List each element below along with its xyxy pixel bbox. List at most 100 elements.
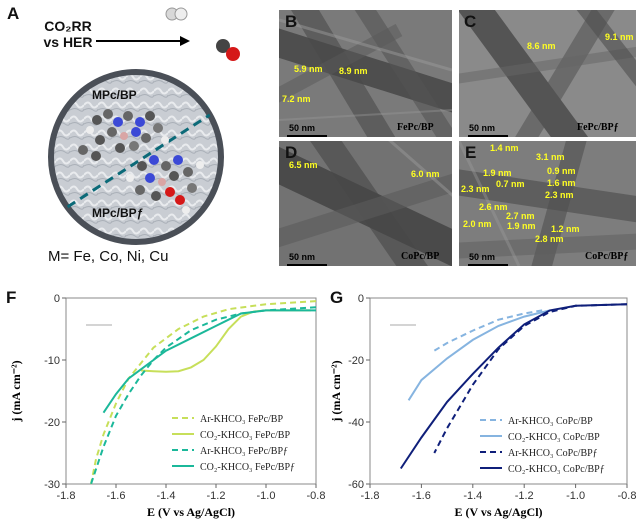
panel-a-graphic xyxy=(48,7,240,245)
tem-c-meas-2: 9.1 nm xyxy=(605,32,634,42)
y-tick-label: 0 xyxy=(358,293,364,305)
y-tick-label: -10 xyxy=(44,355,60,367)
series-line-f-2 xyxy=(90,306,317,485)
legend-label: CO₂-KHCO₃ FePc/BPƒ xyxy=(200,462,295,473)
x-axis-label: E (V vs Ag/AgCl) xyxy=(147,505,235,519)
y-tick-label: -60 xyxy=(348,479,364,491)
tem-caption-c: FePc/BPƒ xyxy=(577,122,619,133)
x-tick-label: -1.4 xyxy=(157,490,176,502)
tem-e-meas-2: 3.1 nm xyxy=(536,152,565,162)
legend-label: CO₂-KHCO₃ CoPc/BP xyxy=(508,432,600,443)
tem-e-meas-7: 2.3 nm xyxy=(461,184,490,194)
tem-e-meas-4: 0.9 nm xyxy=(547,166,576,176)
legend-label: Ar-KHCO₃ CoPc/BPƒ xyxy=(508,448,598,459)
metals-label: M= Fe, Co, Ni, Cu xyxy=(48,248,169,265)
tem-e-meas-8: 2.3 nm xyxy=(545,190,574,200)
panel-d-letter: D xyxy=(285,143,298,162)
panel-f-letter: F xyxy=(6,288,17,307)
tem-texture-b xyxy=(279,10,452,137)
mpc-molecule-top-icon xyxy=(78,109,169,161)
tem-image-d: 6.5 nm 6.0 nm 50 nm CoPc/BP xyxy=(279,141,452,266)
scale-label-c: 50 nm xyxy=(469,123,496,133)
legend-label: CO₂-KHCO₃ CoPc/BPƒ xyxy=(508,464,605,475)
tem-b-meas-2: 8.9 nm xyxy=(339,66,368,76)
tem-e-meas-9: 2.6 nm xyxy=(479,202,508,212)
series-line-g-3 xyxy=(399,303,628,470)
series-line-f-1 xyxy=(140,309,311,373)
y-axis-label: j (mA cm⁻²) xyxy=(9,360,23,422)
tem-b-meas-3: 7.2 nm xyxy=(282,94,311,104)
tem-caption-e: CoPc/BPƒ xyxy=(585,251,629,262)
scale-label-d: 50 nm xyxy=(289,252,316,262)
label-mpc-bpf: MPc/BPƒ xyxy=(92,206,144,220)
reaction-line-1: CO₂RR xyxy=(44,18,92,34)
panel-c-letter: C xyxy=(464,12,477,31)
x-tick-label: -1.4 xyxy=(463,490,482,502)
legend-label: Ar-KHCO₃ FePc/BPƒ xyxy=(200,446,288,457)
x-tick-label: -1.2 xyxy=(515,490,534,502)
co-oxygen-icon xyxy=(226,47,240,61)
x-tick-label: -1.6 xyxy=(412,490,431,502)
tem-texture-d xyxy=(279,141,452,266)
mpc-molecule-bottom-icon xyxy=(126,155,204,214)
scale-bar-e xyxy=(468,264,508,266)
y-tick-label: -30 xyxy=(44,479,60,491)
scale-bar-d xyxy=(287,264,327,266)
scale-label-b: 50 nm xyxy=(289,123,316,133)
scale-bar-b xyxy=(287,135,327,137)
y-tick-label: 0 xyxy=(54,293,60,305)
plot-frame-F xyxy=(65,297,317,485)
tem-e-meas-12: 1.9 nm xyxy=(507,221,536,231)
panel-a-letter: A xyxy=(7,4,20,23)
panel-b-letter: B xyxy=(285,12,298,31)
tem-caption-b: FePc/BP xyxy=(397,122,434,133)
reaction-line-2: vs HER xyxy=(43,34,93,50)
tem-d-meas-2: 6.0 nm xyxy=(411,169,440,179)
tem-e-meas-5: 0.7 nm xyxy=(496,179,525,189)
legend-label: CO₂-KHCO₃ FePc/BP xyxy=(200,430,290,441)
scale-label-e: 50 nm xyxy=(469,252,496,262)
tem-e-meas-1: 1.4 nm xyxy=(490,143,519,153)
x-tick-label: -1.0 xyxy=(257,490,276,502)
x-tick-label: -1.8 xyxy=(57,490,76,502)
tem-image-e: 1.4 nm 3.1 nm 1.9 nm 0.9 nm 0.7 nm 1.6 n… xyxy=(459,141,636,266)
panel-e-letter: E xyxy=(465,143,477,162)
x-tick-label: -1.6 xyxy=(107,490,126,502)
plot-frame-G xyxy=(369,297,628,485)
series-line-g-2 xyxy=(433,303,628,454)
tem-caption-d: CoPc/BP xyxy=(401,251,440,262)
x-tick-label: -1.0 xyxy=(566,490,585,502)
chart-g: -1.8 -1.6 -1.4 -1.2 -1.0 -0.8 0 -20 -40 -60 E (V v… xyxy=(329,293,636,519)
label-mpc-bp: MPc/BP xyxy=(92,88,137,102)
y-tick-label: -40 xyxy=(348,417,364,429)
tem-d-meas-1: 6.5 nm xyxy=(289,160,318,170)
tem-e-meas-6: 1.6 nm xyxy=(547,178,576,188)
series-line-g-0 xyxy=(433,309,543,352)
panel-g-letter: G xyxy=(330,288,344,307)
chart-f: -1.8 -1.6 -1.4 -1.2 -1.0 -0.8 0 -10 -20 -30 E (V v… xyxy=(9,293,325,519)
tem-e-meas-13: 1.2 nm xyxy=(551,224,580,234)
h2-atom-icon xyxy=(174,7,188,21)
y-axis-label: j (mA cm⁻²) xyxy=(329,360,343,422)
x-tick-label: -0.8 xyxy=(307,490,326,502)
tem-e-meas-11: 2.0 nm xyxy=(463,219,492,229)
x-tick-label: -0.8 xyxy=(618,490,637,502)
tem-image-c: 8.6 nm 9.1 nm 50 nm FePc/BPƒ xyxy=(459,10,636,137)
tem-texture-e xyxy=(459,141,636,266)
legend-label: Ar-KHCO₃ FePc/BP xyxy=(200,414,283,425)
scale-bar-c xyxy=(468,135,508,137)
reaction-label: CO₂RR vs HER xyxy=(38,18,98,50)
tem-b-meas-1: 5.9 nm xyxy=(294,64,323,74)
arrow-head-icon xyxy=(180,36,190,46)
co-carbon-icon xyxy=(216,39,230,53)
x-tick-label: -1.2 xyxy=(207,490,226,502)
tem-e-meas-3: 1.9 nm xyxy=(483,168,512,178)
tem-c-meas-1: 8.6 nm xyxy=(527,41,556,51)
tem-e-meas-14: 2.8 nm xyxy=(535,234,564,244)
tem-texture-c xyxy=(459,10,636,137)
divider-line xyxy=(54,103,221,217)
series-line-f-3 xyxy=(102,309,316,414)
y-tick-label: -20 xyxy=(348,355,364,367)
tem-image-b: 5.9 nm 8.9 nm 7.2 nm 50 nm FePc/BP xyxy=(279,10,452,137)
